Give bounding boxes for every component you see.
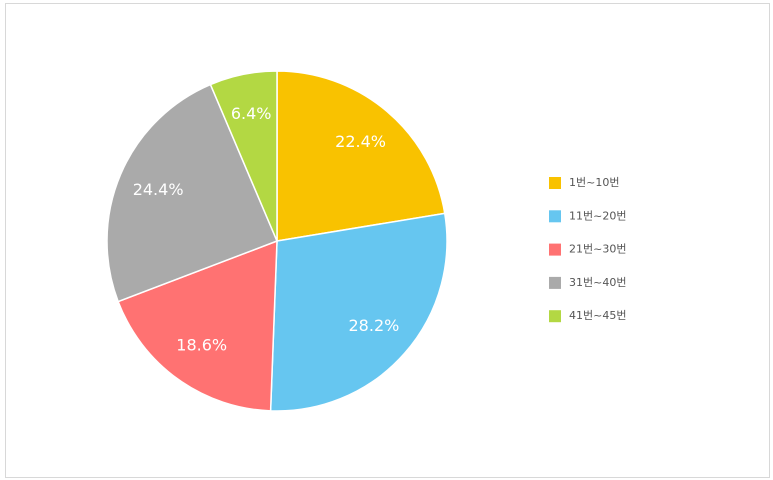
legend-label: 1번~10번	[569, 176, 619, 189]
legend-label: 41번~45번	[569, 309, 626, 322]
legend-swatch	[549, 276, 561, 289]
legend-label: 21번~30번	[569, 243, 626, 256]
slice-label: 18.6%	[176, 336, 227, 355]
legend-swatch	[549, 243, 561, 256]
legend-swatch	[549, 177, 561, 189]
slice-label: 22.4%	[335, 132, 386, 151]
pie-slice	[106, 83, 278, 303]
slice-label: 6.4%	[231, 104, 272, 123]
pie-slice	[209, 70, 278, 242]
legend-swatch	[549, 210, 561, 223]
pie-slice	[269, 212, 448, 412]
legend-label: 31번~40번	[569, 276, 626, 289]
slice-label: 28.2%	[349, 316, 400, 335]
slice-label: 24.4%	[133, 180, 184, 199]
legend-label: 11번~20번	[569, 209, 626, 222]
legend-swatch	[549, 310, 561, 323]
pie-slice	[117, 239, 278, 412]
pie-slice	[276, 70, 446, 242]
